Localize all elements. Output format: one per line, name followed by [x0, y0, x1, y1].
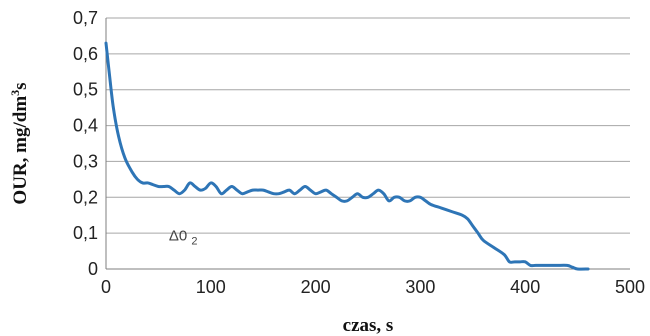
y-tick-label-5: 0,5 — [73, 80, 98, 100]
y-axis-title: OUR, mg/dm3s — [8, 82, 31, 204]
x-axis-title: czas, s — [343, 315, 394, 336]
y-tick-label-3: 0,3 — [73, 151, 98, 171]
y-axis-title-tail: s — [10, 82, 31, 89]
x-tick-label-5: 500 — [615, 277, 645, 297]
y-tick-label-2: 0,2 — [73, 187, 98, 207]
annotation-main-text: Δ0 — [169, 227, 187, 244]
series-line-0 — [104, 41, 590, 271]
y-axis-title-main: OUR, mg/dm — [10, 96, 31, 205]
x-tick-label-3: 300 — [405, 277, 435, 297]
delta-o2-annotation: Δ0 2 — [169, 227, 198, 247]
y-tick-label-1: 0,1 — [73, 223, 98, 243]
x-tick-label-0: 0 — [101, 277, 111, 297]
y-tick-label-6: 0,6 — [73, 44, 98, 64]
series-layer — [104, 41, 590, 271]
x-tick-label-2: 200 — [301, 277, 331, 297]
x-tick-label-1: 100 — [196, 277, 226, 297]
axes — [105, 18, 630, 270]
y-tick-label-7: 0,7 — [73, 8, 98, 28]
y-tick-label-4: 0,4 — [73, 116, 98, 136]
x-tick-label-4: 400 — [510, 277, 540, 297]
grid-lines — [106, 17, 630, 234]
y-axis-title-superscript: 3 — [8, 90, 22, 96]
y-tick-label-0: 0 — [88, 259, 98, 279]
tick-labels: 0 0,1 0,2 0,3 0,4 0,5 0,6 0,7 0 100 200 300 400 500 — [73, 8, 645, 297]
annotation-subscript: 2 — [191, 235, 197, 247]
